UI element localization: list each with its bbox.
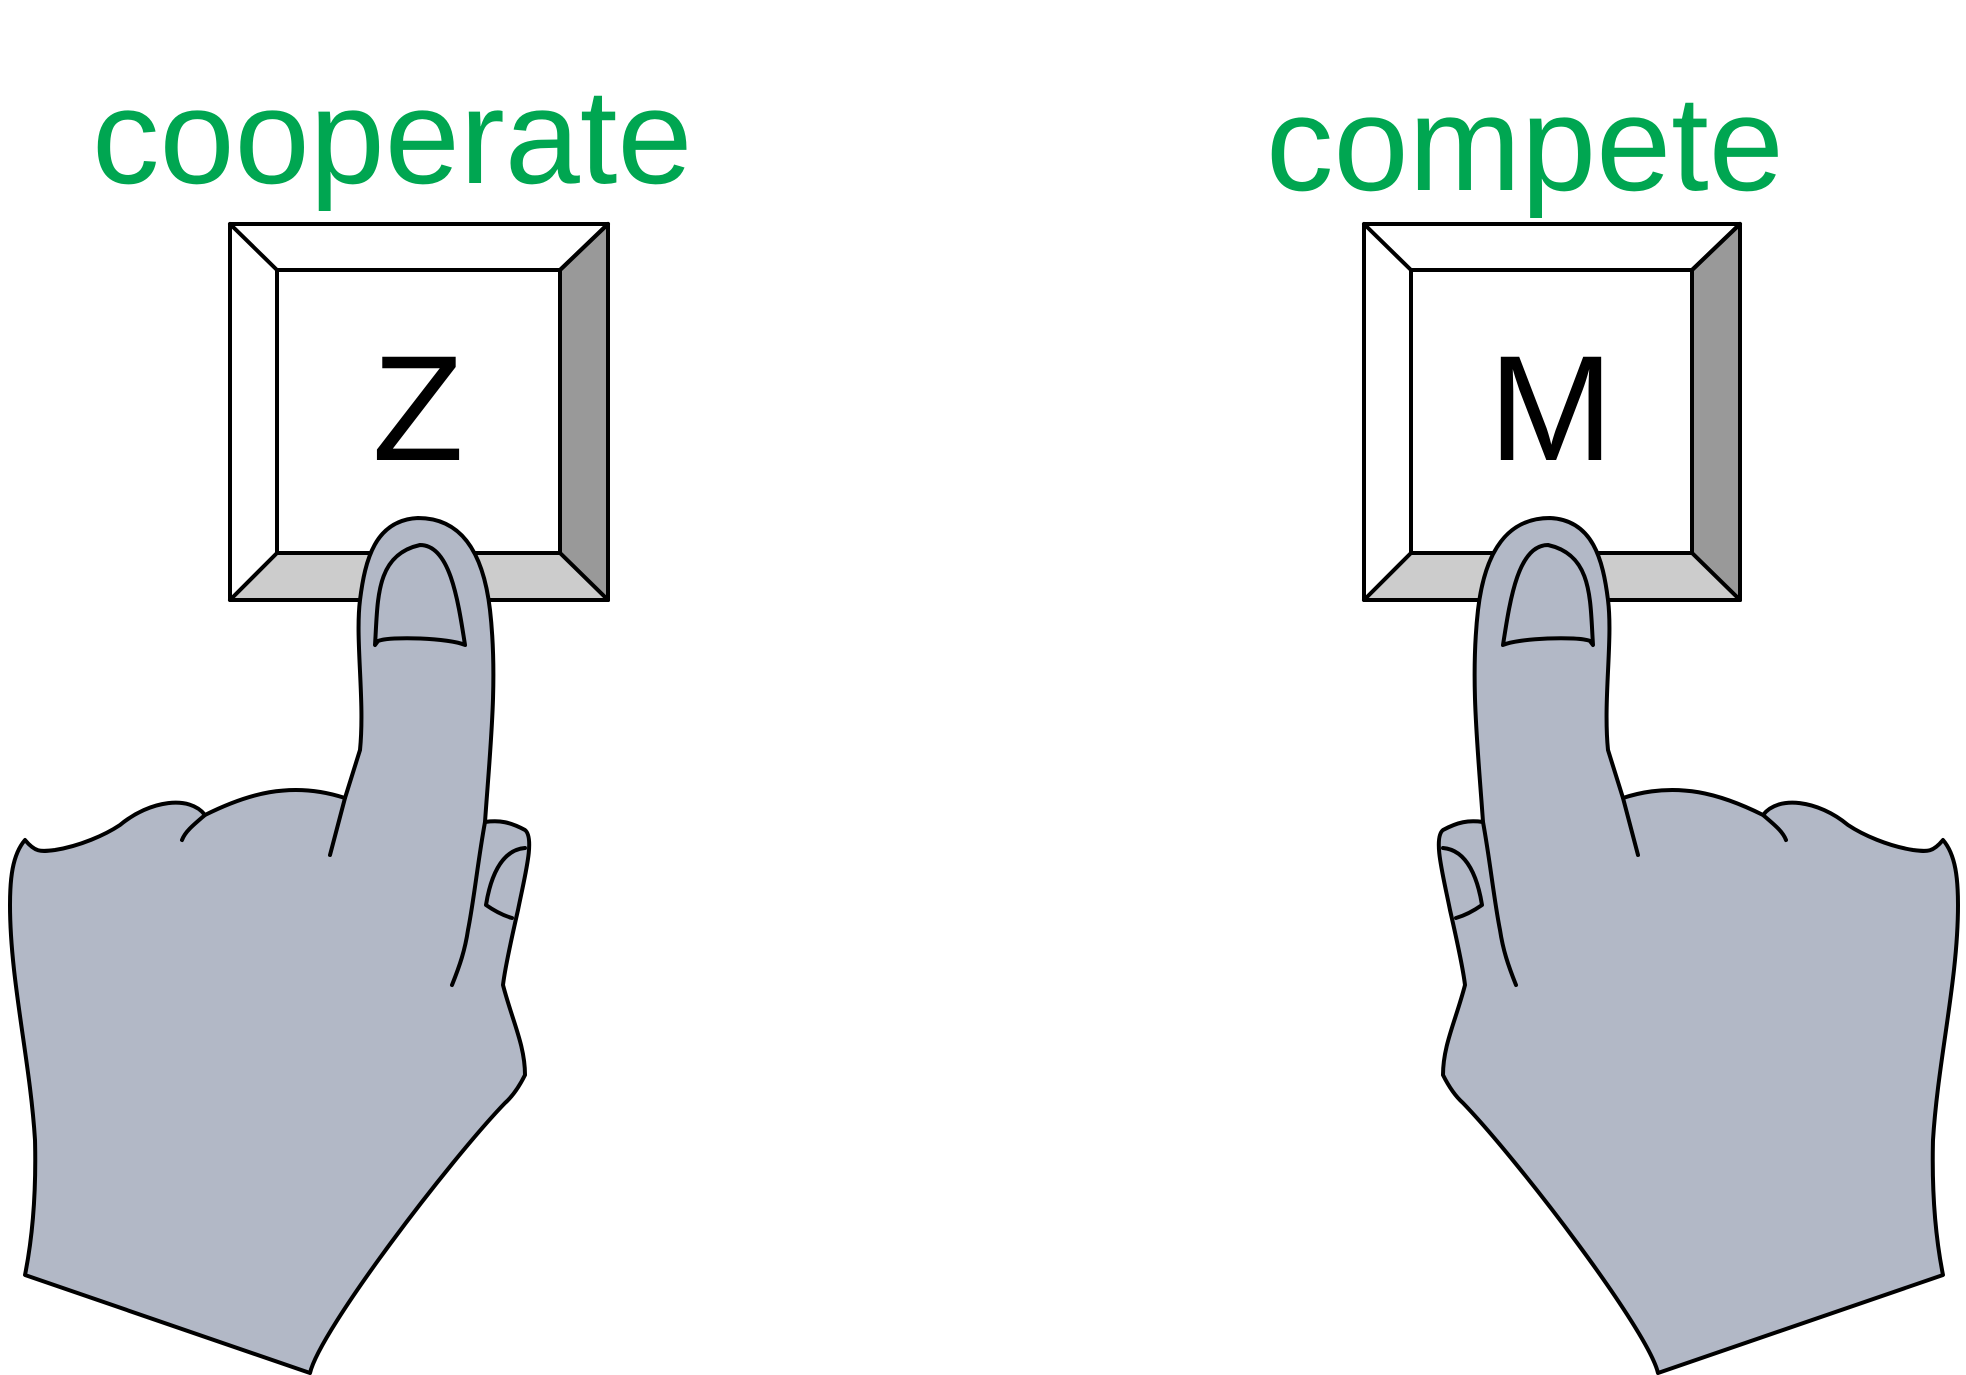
right-crease-line <box>1621 796 1640 857</box>
m-key-right-bevel <box>1690 222 1742 602</box>
left-response-group: cooperate Z <box>8 61 692 1375</box>
left-crease-line <box>180 813 207 842</box>
left-crease-line <box>450 820 487 987</box>
cooperate-label: cooperate <box>92 61 692 212</box>
z-key: Z <box>228 222 610 602</box>
z-key-bevel-line <box>228 222 279 272</box>
left-hand-icon <box>8 516 532 1375</box>
m-key-face <box>1409 268 1694 555</box>
m-key: M <box>1362 222 1742 602</box>
right-finger-tip <box>1441 846 1484 920</box>
z-key-right-bevel <box>558 222 610 602</box>
right-thumb-nail <box>1501 543 1595 647</box>
left-crease-line <box>328 796 347 857</box>
left-hand-silhouette <box>8 516 532 1375</box>
right-hand-silhouette <box>1436 516 1960 1375</box>
left-thumb-nail <box>373 543 467 647</box>
compete-label: compete <box>1266 68 1784 219</box>
m-key-bevel-line <box>1362 222 1413 272</box>
right-crease-line <box>1481 820 1518 987</box>
m-key-bevel-line <box>1690 222 1742 272</box>
z-key-face <box>275 268 562 555</box>
right-crease-line <box>1761 813 1788 842</box>
left-finger-tip <box>484 846 527 920</box>
z-key-bevel-line <box>558 222 610 272</box>
right-response-group: compete M <box>1266 68 1960 1375</box>
m-key-letter: M <box>1489 324 1614 492</box>
right-hand-icon <box>1436 516 1960 1375</box>
z-key-letter: Z <box>372 324 464 492</box>
